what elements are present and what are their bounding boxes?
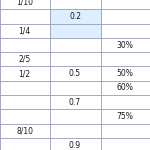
Text: 50%: 50% — [117, 69, 134, 78]
Text: 0.9: 0.9 — [69, 141, 81, 150]
Text: 1/2: 1/2 — [19, 69, 31, 78]
Text: 60%: 60% — [117, 83, 134, 92]
Bar — [50, 9, 100, 24]
Text: 30%: 30% — [117, 40, 134, 50]
Bar — [50, 24, 100, 38]
Text: 8/10: 8/10 — [16, 126, 33, 135]
Text: 2/5: 2/5 — [19, 55, 31, 64]
Text: 75%: 75% — [117, 112, 134, 121]
Text: 1/10: 1/10 — [16, 0, 33, 7]
Text: 0.7: 0.7 — [69, 98, 81, 107]
Text: 0.5: 0.5 — [69, 69, 81, 78]
Text: 0.2: 0.2 — [69, 12, 81, 21]
Text: 1/4: 1/4 — [19, 26, 31, 35]
